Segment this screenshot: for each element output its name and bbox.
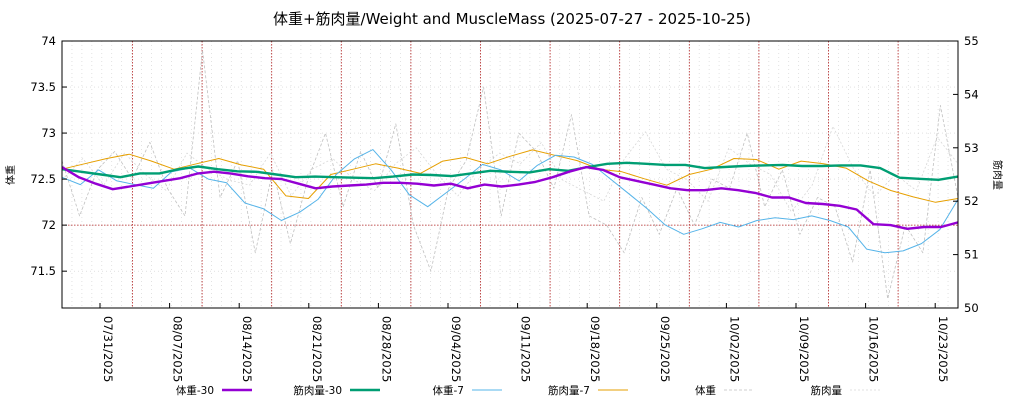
left-axis-label: 体重 bbox=[4, 165, 17, 185]
x-tick-label: 10/02/2025 bbox=[727, 316, 741, 382]
x-tick-label: 10/23/2025 bbox=[936, 316, 950, 382]
legend-label: 筋肉量-30 bbox=[293, 384, 342, 397]
series-line-5 bbox=[61, 126, 959, 213]
legend-label: 筋肉量-7 bbox=[548, 384, 590, 397]
x-tick-label: 09/11/2025 bbox=[519, 316, 533, 382]
x-tick-label: 08/28/2025 bbox=[379, 316, 393, 382]
left-axis-ticks: 71.5 72 72.5 73 73.5 74 bbox=[30, 34, 67, 278]
right-tick-label: 53 bbox=[964, 141, 979, 155]
x-tick-label: 08/14/2025 bbox=[240, 316, 254, 382]
legend: 体重-30 筋肉量-30 体重-7 筋肉量-7 体重 筋肉量 bbox=[176, 384, 880, 397]
right-tick-label: 52 bbox=[964, 194, 979, 208]
right-tick-label: 50 bbox=[964, 301, 979, 315]
x-tick-label: 08/07/2025 bbox=[171, 316, 185, 382]
x-tick-label: 09/18/2025 bbox=[588, 316, 602, 382]
legend-label: 筋肉量 bbox=[811, 384, 843, 397]
x-tick-label: 09/04/2025 bbox=[449, 316, 463, 382]
chart-title: 体重+筋肉量/Weight and MuscleMass (2025-07-27… bbox=[273, 10, 751, 28]
x-tick-label: 08/21/2025 bbox=[310, 316, 324, 382]
series-line-2 bbox=[61, 149, 959, 254]
plot-frame bbox=[61, 40, 959, 309]
right-axis-ticks: 50 51 52 53 54 55 bbox=[953, 34, 979, 315]
left-tick-label: 73 bbox=[41, 126, 56, 140]
right-tick-label: 54 bbox=[964, 87, 979, 101]
left-tick-label: 72.5 bbox=[30, 172, 56, 186]
right-tick-label: 55 bbox=[964, 34, 979, 48]
x-tick-label: 10/16/2025 bbox=[867, 316, 881, 382]
left-tick-label: 71.5 bbox=[30, 264, 56, 278]
left-tick-label: 73.5 bbox=[30, 80, 56, 94]
right-axis-label: 筋肉量 bbox=[991, 160, 1004, 190]
left-tick-label: 74 bbox=[41, 34, 56, 48]
series-lines bbox=[61, 49, 959, 300]
legend-label: 体重-7 bbox=[433, 384, 464, 397]
legend-label: 体重-30 bbox=[176, 384, 214, 397]
left-tick-label: 72 bbox=[41, 218, 56, 232]
series-line-1 bbox=[61, 161, 959, 182]
series-line-0 bbox=[61, 165, 959, 231]
x-tick-label: 09/25/2025 bbox=[658, 316, 672, 382]
x-tick-label: 10/09/2025 bbox=[797, 316, 811, 382]
right-tick-label: 51 bbox=[964, 248, 979, 262]
x-axis-ticks: 07/31/2025 08/07/2025 08/14/2025 08/21/2025… bbox=[99, 303, 950, 382]
series-line-4 bbox=[61, 49, 959, 300]
series-line-3 bbox=[61, 149, 959, 203]
legend-label: 体重 bbox=[695, 384, 716, 397]
x-tick-label: 07/31/2025 bbox=[101, 316, 115, 382]
reference-lines bbox=[62, 41, 958, 308]
